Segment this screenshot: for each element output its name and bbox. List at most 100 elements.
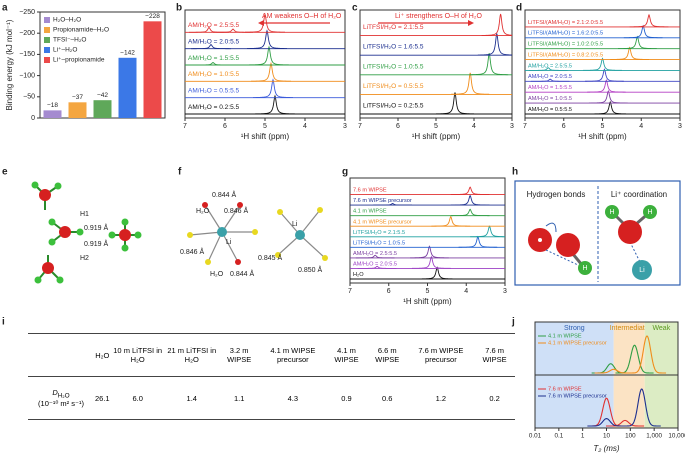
- y-tick-label: −150: [19, 51, 35, 58]
- x-tick-label: 5: [601, 123, 605, 130]
- atom: [235, 259, 241, 265]
- peak: [590, 100, 630, 115]
- oxygen-atom: [618, 220, 642, 244]
- region-label: Strong: [564, 325, 585, 332]
- peak: [585, 68, 624, 82]
- x-tick-label: 0.1: [554, 433, 563, 440]
- x-axis-label: T₂ (ms): [593, 444, 619, 453]
- peak: [412, 255, 451, 269]
- diagram-frame: [514, 180, 681, 286]
- atom: [31, 181, 39, 189]
- atom: [121, 218, 129, 226]
- molecule-label: H₂O: [196, 208, 210, 215]
- column-header: 7.6 m WIPSE: [474, 333, 515, 377]
- legend-swatch: [44, 17, 50, 23]
- structure-e: [31, 181, 142, 284]
- panel-label: e: [2, 167, 8, 178]
- panel-label: i: [2, 317, 5, 328]
- legend-label: 4.1 m WIPSE: [548, 333, 582, 339]
- cell: 1.4: [164, 376, 219, 420]
- peak: [191, 44, 231, 50]
- atom: [76, 228, 84, 236]
- series-label: 7.6 m WIPSE: [353, 188, 387, 194]
- x-tick-label: 3: [678, 123, 682, 130]
- atom-label: Li: [292, 221, 298, 228]
- x-tick-label: 7: [183, 123, 187, 130]
- series-label: AM/H₂O = 1.5:5.5: [188, 55, 239, 62]
- atom: [277, 209, 283, 215]
- atom: [252, 229, 258, 235]
- bar: [143, 21, 162, 118]
- distance-label: 0.850 Å: [298, 265, 322, 274]
- series-label: LiTFSI/H₂O = 2.1:5.5: [363, 24, 424, 31]
- x-axis-label: ¹H shift (ppm): [403, 297, 452, 306]
- distance-label: 0.846 Å: [224, 206, 248, 215]
- column-header: 4.1 m WIPSE precursor: [259, 333, 327, 377]
- atom-dot: [538, 238, 542, 242]
- peak: [373, 203, 412, 206]
- bond: [299, 209, 321, 236]
- series-label: AM/H₂O = 2.5:5.5: [528, 63, 572, 69]
- atom: [202, 202, 208, 208]
- series-label: LiTFSI/H₂O = 1.0:5.5: [363, 63, 424, 70]
- peak: [193, 62, 233, 66]
- peak: [450, 208, 490, 217]
- peak: [588, 90, 628, 104]
- bar: [93, 100, 112, 118]
- hbond-arrow: [545, 222, 557, 233]
- legend-label: 7.6 m WIPSE precursor: [548, 393, 607, 399]
- series-label: AM/H₂O = 0.2:5.5: [188, 104, 239, 111]
- atom: [317, 207, 323, 213]
- legend-label: 4.1 m WIPSE precursor: [548, 340, 607, 346]
- table-row: DH₂O (10⁻¹⁰ m² s⁻¹) 26.1 6.0 1.4 1.1 4.3 0.9 0.6…: [28, 376, 515, 420]
- legend-swatch: [44, 27, 50, 33]
- atom: [134, 231, 142, 239]
- atom: [237, 202, 243, 208]
- atom: [59, 226, 71, 238]
- y-tick-label: −250: [19, 9, 35, 16]
- x-tick-label: 1: [581, 433, 585, 440]
- series-label: LiTFSI/H₂O = 1.0:5.5: [353, 240, 405, 246]
- coordination: [629, 241, 641, 263]
- legend-label: H₂O–H₂O: [53, 17, 81, 24]
- value-label: −18: [47, 102, 58, 109]
- diagram-title: Hydrogen bonds: [527, 190, 586, 199]
- peak: [410, 245, 449, 259]
- peak: [451, 72, 490, 95]
- atom-label: Li: [226, 239, 232, 246]
- peak: [250, 61, 292, 82]
- row-label: DH₂O (10⁻¹⁰ m² s⁻¹): [28, 376, 94, 420]
- cell: 6.0: [110, 376, 165, 420]
- bar: [118, 57, 137, 118]
- peak: [417, 266, 457, 280]
- annotation: Li⁺ strengthens O–H of H₂O: [395, 13, 483, 20]
- atom: [119, 229, 131, 241]
- series-label: AM/H₂O = 1.5:5.5: [528, 85, 572, 91]
- region-label: Intermediate: [610, 325, 649, 332]
- cell: 0.6: [366, 376, 408, 420]
- peak: [618, 35, 657, 50]
- peak: [583, 57, 622, 71]
- panel-label: h: [512, 167, 518, 178]
- cell: 26.1: [94, 376, 111, 420]
- y-tick-label: −100: [19, 72, 35, 79]
- column-header: H₂O: [94, 333, 111, 377]
- diffusion-table: H₂O 10 m LiTFSI in H₂O 21 m LiTFSI in H₂O 3…: [28, 333, 515, 420]
- series-label: LiTFSI/(AM/H₂O) = 2.1:2.0:5.5: [528, 20, 603, 26]
- peak: [623, 24, 663, 39]
- x-axis-label: ¹H shift (ppm): [241, 132, 290, 141]
- subscript: H₂O: [57, 392, 70, 400]
- peak: [253, 78, 293, 98]
- peak: [431, 215, 471, 227]
- atom: [295, 230, 305, 240]
- legend-label: Li⁺–propionamide: [53, 57, 105, 64]
- y-tick-label: −200: [19, 30, 35, 37]
- legend-label: Li⁺–H₂O: [53, 47, 77, 54]
- series-label: LiTFSI/H₂O = 0.2:5.5: [363, 102, 424, 109]
- atom: [217, 227, 227, 237]
- x-tick-label: 0.01: [529, 433, 542, 440]
- peak: [450, 194, 490, 206]
- atom: [187, 232, 193, 238]
- distance-label: 0.919 Å: [84, 223, 108, 232]
- x-tick-label: 100: [625, 433, 636, 440]
